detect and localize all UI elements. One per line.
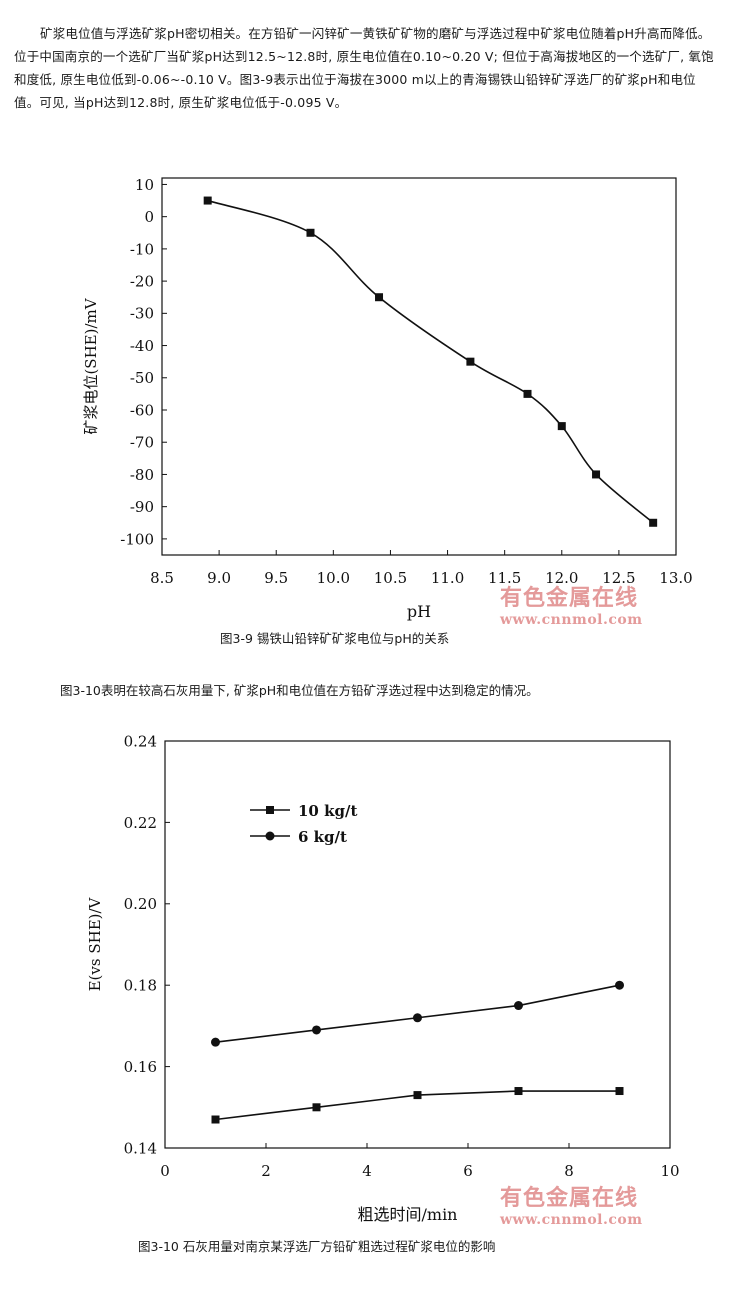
x-tick-label: 10.0 (317, 569, 350, 587)
x-tick-label: 4 (362, 1162, 372, 1180)
data-point (203, 196, 212, 205)
y-axis-label: E(vs SHE)/V (86, 896, 104, 991)
y-tick-label: -100 (120, 530, 154, 548)
x-tick-label: 8.5 (150, 569, 174, 587)
data-point (312, 1103, 321, 1112)
y-tick-label: -90 (130, 498, 154, 516)
y-tick-label: -20 (130, 273, 154, 291)
legend-marker (266, 806, 274, 814)
intro-paragraph: 矿浆电位值与浮选矿浆pH密切相关。在方铅矿一闪锌矿一黄铁矿矿物的磨矿与浮选过程中… (14, 26, 714, 110)
x-tick-label: 9.0 (207, 569, 231, 587)
y-tick-label: 0.22 (124, 814, 157, 832)
y-tick-label: 0 (144, 208, 154, 226)
data-point (649, 518, 658, 527)
y-tick-label: 0.24 (124, 732, 157, 750)
x-tick-label: 11.5 (488, 569, 521, 587)
y-tick-label: -80 (130, 466, 154, 484)
data-point (466, 357, 475, 366)
data-point (413, 1091, 422, 1100)
data-point (306, 228, 315, 237)
x-tick-label: 12.0 (545, 569, 578, 587)
y-tick-label: -50 (130, 369, 154, 387)
plot-frame (164, 740, 671, 1149)
chart-ph-potential: 8.5 9.0 9.5 10.0 10.5 11.0 11.5 12.0 12.5 13.0 10 0… (82, 176, 693, 621)
x-tick-label: 10.5 (374, 569, 407, 587)
y-tick-label: 10 (135, 176, 154, 194)
data-point (514, 1001, 523, 1011)
y-tick-label: 0.20 (124, 895, 157, 913)
data-point (523, 389, 532, 398)
y-tick-label: -30 (130, 305, 154, 323)
figure-3-9-caption: 图3-9 锡铁山铅锌矿矿浆电位与pH的关系 (220, 631, 450, 646)
y-tick-label: 0.14 (124, 1139, 157, 1157)
watermark-2: 有色金属在线 www.cnnmol.com (500, 1185, 643, 1228)
x-tick-label: 8 (564, 1162, 574, 1180)
data-point (615, 1087, 624, 1096)
data-point (312, 1025, 321, 1035)
data-point (615, 980, 624, 990)
y-tick-label: -40 (130, 337, 154, 355)
data-point (514, 1087, 523, 1096)
x-tick-label: 6 (463, 1162, 473, 1180)
data-point (375, 293, 384, 302)
legend-label: 6 kg/t (298, 828, 347, 846)
data-point (413, 1013, 422, 1023)
figure-3-10-caption: 图3-10 石灰用量对南京某浮选厂方铅矿粗选过程矿浆电位的影响 (138, 1239, 496, 1254)
y-tick-label: -70 (130, 434, 154, 452)
x-tick-label: 10 (660, 1162, 679, 1180)
x-tick-label: 11.0 (431, 569, 464, 587)
x-tick-label: 12.5 (602, 569, 635, 587)
data-point (557, 422, 566, 431)
y-tick-label: -60 (130, 401, 154, 419)
x-axis-label: pH (407, 602, 431, 621)
x-tick-label: 9.5 (264, 569, 288, 587)
legend-marker (265, 831, 275, 841)
y-axis-label: 矿浆电位(SHE)/mV (82, 297, 100, 434)
x-axis-label: 粗选时间/min (358, 1205, 458, 1224)
y-tick-label: -10 (130, 240, 154, 258)
figure-3-10-intro: 图3-10表明在较高石灰用量下, 矿浆pH和电位值在方铅矿浮选过程中达到稳定的情… (60, 683, 539, 698)
x-tick-label: 0 (160, 1162, 170, 1180)
y-tick-label: 0.16 (124, 1058, 157, 1076)
x-tick-label: 13.0 (659, 569, 692, 587)
legend-label: 10 kg/t (298, 802, 357, 820)
data-point (592, 470, 601, 479)
data-point (211, 1115, 220, 1124)
data-point (211, 1037, 220, 1047)
watermark-1: 有色金属在线 www.cnnmol.com (500, 585, 643, 628)
plot-frame (161, 177, 677, 556)
y-tick-label: 0.18 (124, 977, 157, 995)
x-tick-label: 2 (261, 1162, 271, 1180)
